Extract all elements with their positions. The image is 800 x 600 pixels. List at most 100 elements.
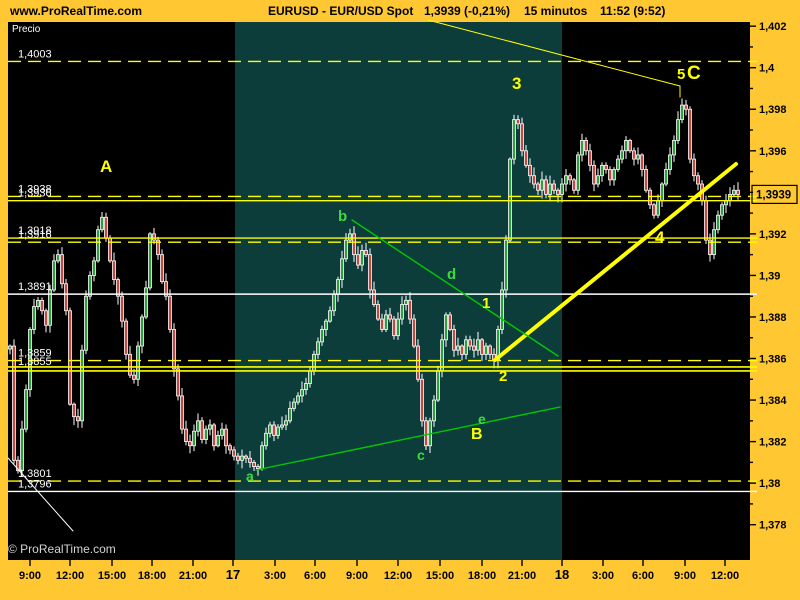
candle-body xyxy=(216,434,220,447)
candle-body xyxy=(632,150,636,160)
candle-body xyxy=(408,299,412,320)
candle-body xyxy=(352,233,356,256)
candle-body xyxy=(584,140,588,152)
x-axis-time-label: 15:00 xyxy=(426,570,454,582)
candle-body xyxy=(256,466,260,470)
trendline-descending-resistance xyxy=(427,19,681,87)
trendline-old-channel-white xyxy=(7,457,74,532)
candle-body xyxy=(672,140,676,156)
candle-body xyxy=(540,179,544,191)
candle-body xyxy=(8,345,12,350)
candle-body xyxy=(412,318,416,347)
level-price-label: 1,3936 xyxy=(18,188,52,200)
copyright-watermark: © ProRealTime.com xyxy=(8,542,116,556)
candle-body xyxy=(76,416,80,422)
candle-body xyxy=(228,445,232,451)
x-axis-day-label: 17 xyxy=(226,567,240,582)
wave-label-1: 1 xyxy=(482,295,490,312)
candle-body xyxy=(456,345,460,351)
candle-body xyxy=(484,345,488,355)
level-price-label: 1,3859 xyxy=(18,348,52,360)
wave-label-e: e xyxy=(478,411,486,427)
candle-body xyxy=(288,407,292,422)
candle-body xyxy=(240,455,244,461)
wave-label-A: A xyxy=(100,157,112,176)
candle-body xyxy=(404,299,408,305)
y-axis-tick-label: 1,388 xyxy=(759,312,787,324)
candle-body xyxy=(524,150,528,166)
candle-body xyxy=(488,345,492,355)
candle-body xyxy=(384,314,388,330)
candle-body xyxy=(328,310,332,322)
candle-body xyxy=(164,281,168,297)
candle-body xyxy=(736,189,740,195)
candle-body xyxy=(280,424,284,428)
candle-body xyxy=(528,164,532,177)
x-axis-time-label: 6:00 xyxy=(304,570,326,582)
candle-body xyxy=(684,104,688,110)
candle-body xyxy=(620,150,624,160)
candle-body xyxy=(28,329,32,391)
candle-body xyxy=(112,260,116,280)
candle-body xyxy=(376,304,380,320)
wave-label-4: 4 xyxy=(655,228,665,247)
candle-body xyxy=(204,428,208,440)
candle-body xyxy=(356,254,360,266)
candle-body xyxy=(120,295,124,322)
candle-body xyxy=(504,239,508,291)
candle-body xyxy=(156,239,160,256)
x-axis-time-label: 6:00 xyxy=(632,570,654,582)
candle-body xyxy=(72,403,76,418)
candle-body xyxy=(220,428,224,436)
y-axis-tick-label: 1,378 xyxy=(759,520,787,532)
x-axis-time-label: 9:00 xyxy=(19,570,41,582)
candle-body xyxy=(188,441,192,447)
candle-body xyxy=(628,140,632,152)
candle-body xyxy=(592,164,596,185)
y-axis-tick-label: 1,396 xyxy=(759,146,787,158)
candle-body xyxy=(264,432,268,447)
candle-body xyxy=(544,179,548,195)
candle-body xyxy=(548,183,552,195)
candle-body xyxy=(224,428,228,447)
wave-label-5: 5 xyxy=(677,66,685,83)
candle-body xyxy=(128,353,132,376)
x-axis-time-label: 12:00 xyxy=(711,570,739,582)
candle-body xyxy=(180,395,184,430)
candle-body xyxy=(56,254,60,262)
candle-body xyxy=(516,119,520,125)
candle-body xyxy=(532,175,536,185)
x-axis-time-label: 21:00 xyxy=(179,570,207,582)
level-price-label: 1,3916 xyxy=(18,229,52,241)
candle-body xyxy=(708,239,712,256)
candle-body xyxy=(576,154,580,191)
session-shading xyxy=(235,22,562,560)
candle-body xyxy=(476,339,480,351)
candle-body xyxy=(52,260,56,291)
candle-body xyxy=(660,183,664,202)
candle-body xyxy=(644,169,648,191)
timeframe-label: 15 minutos xyxy=(524,4,588,18)
candle-body xyxy=(564,175,568,185)
candle-body xyxy=(132,374,136,380)
candle-body xyxy=(88,275,92,297)
x-axis-time-label: 21:00 xyxy=(508,570,536,582)
candle-body xyxy=(344,239,348,260)
candle-body xyxy=(308,370,312,384)
candle-body xyxy=(80,349,84,422)
candle-body xyxy=(372,289,376,305)
current-price-label: 1,3939 xyxy=(756,189,791,201)
y-axis-tick-label: 1,398 xyxy=(759,104,787,116)
candle-body xyxy=(452,329,456,351)
candle-body xyxy=(416,345,420,380)
candle-body xyxy=(348,233,352,241)
candle-body xyxy=(396,318,400,337)
candle-body xyxy=(236,455,240,461)
y-axis-tick-label: 1,38 xyxy=(759,478,780,490)
candle-body xyxy=(588,150,592,166)
wave-label-B: B xyxy=(471,426,483,443)
wave-label-3: 3 xyxy=(512,74,521,93)
x-axis-time-label: 15:00 xyxy=(98,570,126,582)
site-link[interactable]: www.ProRealTime.com xyxy=(10,4,143,18)
